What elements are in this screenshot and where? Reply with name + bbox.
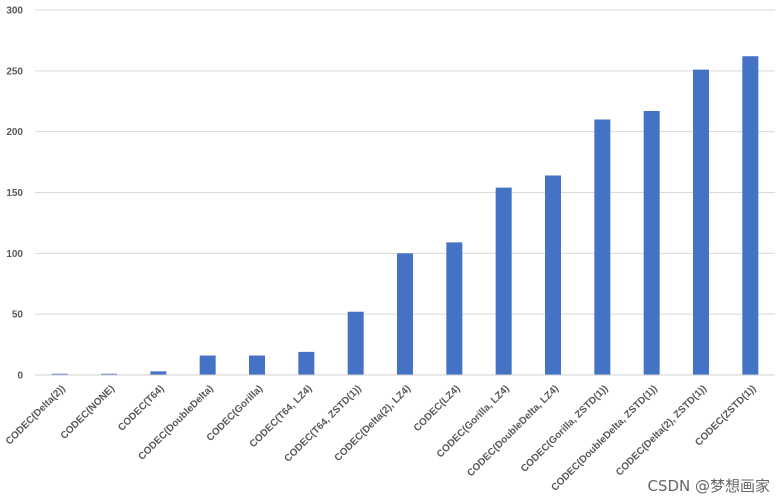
x-tick-label: CODEC(LZ4) xyxy=(412,383,463,434)
bar xyxy=(199,355,216,375)
y-tick-label: 0 xyxy=(17,371,23,382)
watermark: CSDN @梦想画家 xyxy=(647,477,770,495)
bars xyxy=(51,56,759,375)
bar xyxy=(594,119,611,375)
bar xyxy=(249,355,265,375)
y-axis-ticks: 0 50 100 150 200 250 300 xyxy=(6,6,23,382)
bar xyxy=(397,253,413,375)
x-tick-label: CODEC(Gorilla, ZSTD(1)) xyxy=(519,383,610,474)
y-tick-label: 300 xyxy=(6,6,23,17)
bar xyxy=(51,373,68,375)
y-tick-label: 150 xyxy=(6,188,23,199)
x-tick-label: CODEC(DoubleDelta, LZ4) xyxy=(465,383,561,479)
y-tick-label: 50 xyxy=(12,310,24,321)
x-axis-labels: CODEC(Delta(2))CODEC(NONE) CODEC(T64) CODE… xyxy=(4,383,759,493)
bar xyxy=(446,242,463,375)
bar xyxy=(101,373,117,375)
bar xyxy=(347,311,364,375)
bar xyxy=(693,69,709,375)
x-tick-label: CODEC(Delta(2), ZSTD(1)) xyxy=(614,383,709,478)
x-tick-label: CODEC(T64) xyxy=(116,383,166,433)
bar xyxy=(643,110,660,375)
y-tick-label: 200 xyxy=(6,127,23,138)
x-tick-label: CODEC(NONE) xyxy=(59,383,117,441)
x-tick-label: CODEC(DoubleDelta, ZSTD(1)) xyxy=(549,383,659,493)
bar xyxy=(495,187,512,375)
bar xyxy=(298,351,315,375)
bar xyxy=(150,371,167,375)
y-tick-label: 100 xyxy=(6,249,23,260)
x-tick-label: CODEC(Delta(2)) xyxy=(4,383,68,447)
bar xyxy=(545,175,561,375)
bar xyxy=(742,56,759,375)
y-tick-label: 250 xyxy=(6,66,23,77)
